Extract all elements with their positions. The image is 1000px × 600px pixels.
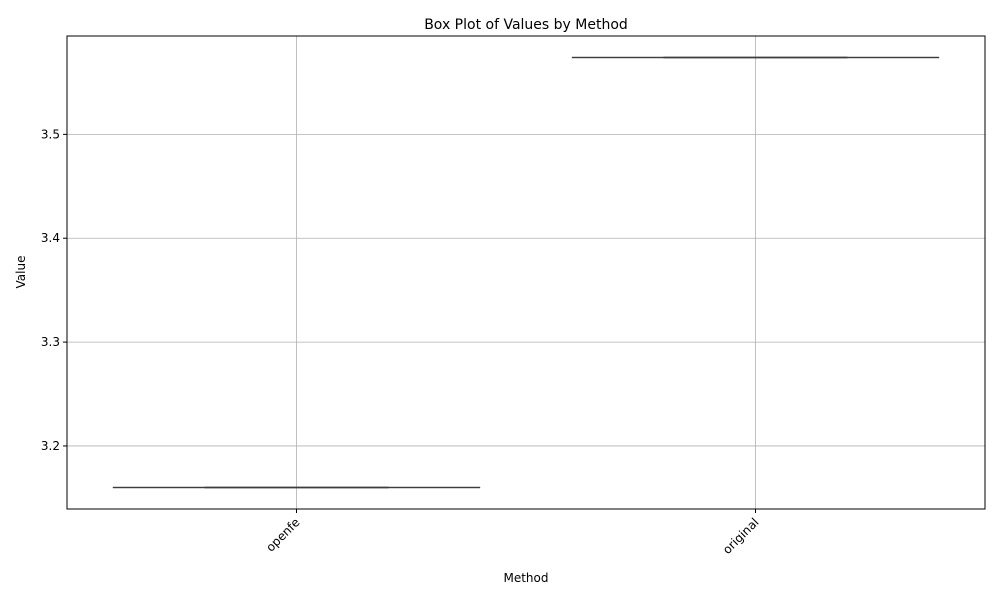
- y-axis-label: Value: [14, 256, 28, 289]
- y-tick-label: 3.3: [41, 335, 60, 349]
- grid-layer: [67, 36, 985, 509]
- chart-title: Box Plot of Values by Method: [424, 17, 628, 33]
- x-tick-label: openfe: [263, 515, 302, 554]
- y-tick-label: 3.5: [41, 127, 60, 141]
- y-tick-label: 3.2: [41, 439, 60, 453]
- y-tick-label: 3.4: [41, 231, 60, 245]
- plot-frame: [66, 35, 986, 510]
- x-tick-label: original: [720, 515, 762, 557]
- box-layer: [112, 56, 940, 489]
- x-axis-label: Method: [503, 571, 548, 585]
